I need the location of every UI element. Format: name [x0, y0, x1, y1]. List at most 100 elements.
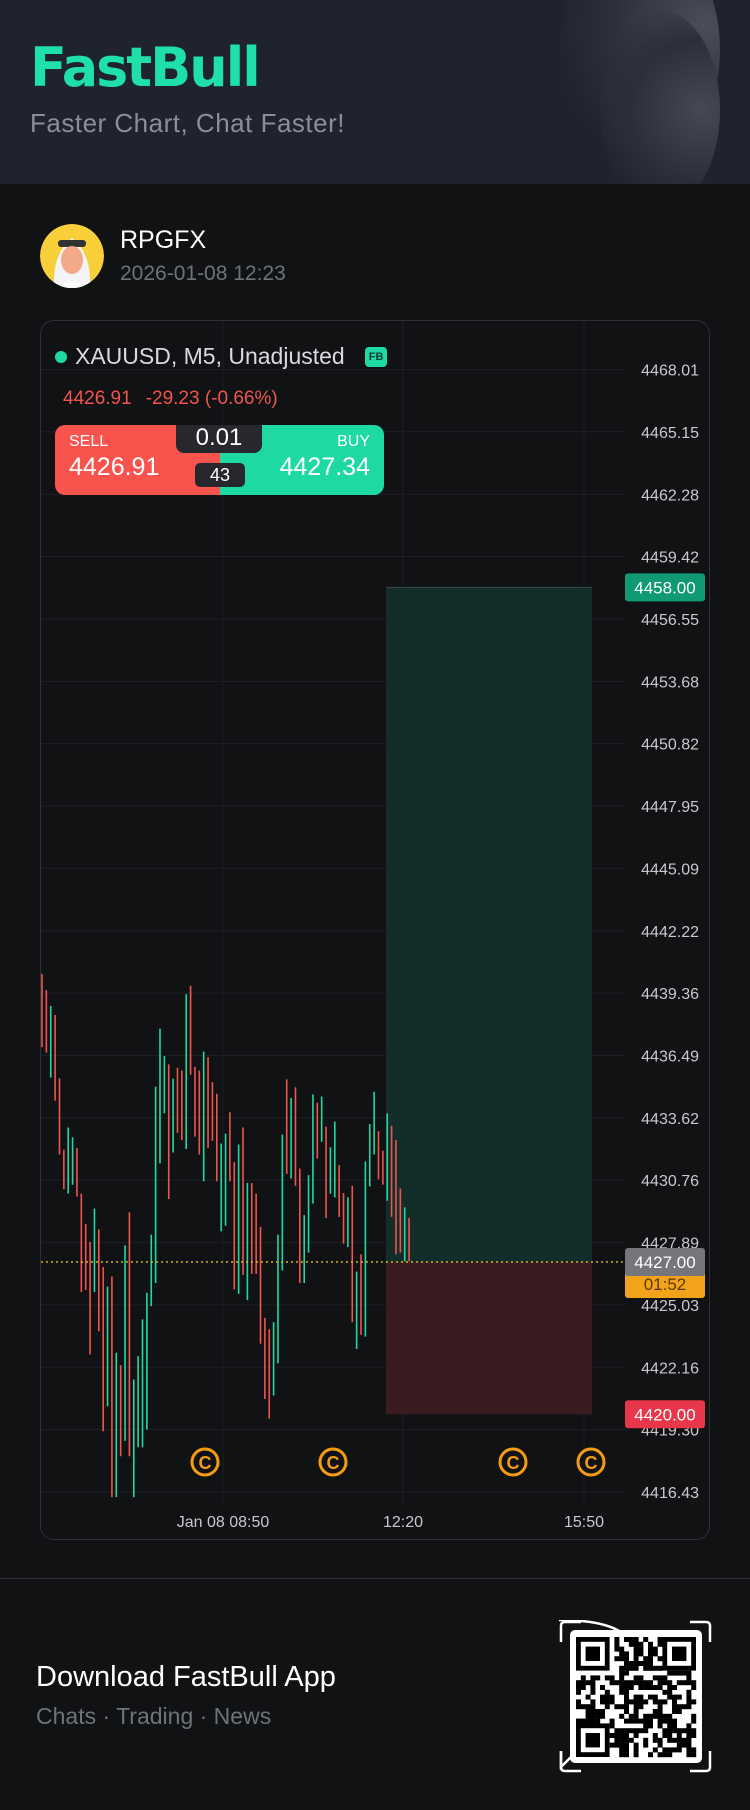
event-marker-icon: C — [507, 1453, 520, 1473]
qr-module — [619, 1704, 625, 1710]
qr-module — [662, 1680, 668, 1686]
qr-module — [686, 1752, 692, 1758]
event-marker-icon — [318, 1447, 348, 1477]
symbol-label: XAUUSD, M5, Unadjusted — [75, 343, 345, 369]
qr-module — [672, 1718, 677, 1724]
qr-module — [614, 1742, 620, 1748]
qr-module — [652, 1665, 658, 1671]
current-price-tag — [625, 1247, 705, 1276]
qr-module — [652, 1646, 658, 1652]
price-axis-label: 4425.03 — [641, 1298, 699, 1315]
qr-module — [667, 1685, 673, 1690]
qr-module — [619, 1742, 625, 1748]
price-axis-label: 4456.55 — [641, 612, 699, 629]
stop-loss-tag — [625, 1400, 705, 1429]
qr-module — [590, 1675, 596, 1681]
qr-module — [633, 1713, 639, 1719]
qr-module — [691, 1733, 697, 1738]
decorative-shape — [600, 10, 720, 184]
price-axis-label: 4447.95 — [641, 799, 699, 816]
qr-module — [576, 1718, 581, 1724]
qr-module — [686, 1680, 692, 1686]
qr-module — [624, 1694, 629, 1700]
qr-module — [657, 1723, 663, 1729]
download-subtitle: Chats · Trading · News — [36, 1703, 272, 1729]
qr-module — [638, 1685, 644, 1690]
qr-module — [628, 1685, 634, 1690]
qr-frame-corner — [559, 1751, 581, 1773]
qr-module — [672, 1747, 677, 1753]
avatar[interactable] — [40, 224, 104, 288]
qr-module — [686, 1737, 692, 1743]
qr-module — [633, 1646, 639, 1652]
qr-module — [628, 1728, 634, 1734]
qr-module — [576, 1680, 581, 1686]
qr-module — [580, 1718, 586, 1724]
qr-module — [691, 1728, 697, 1734]
username[interactable]: RPGFX — [120, 226, 207, 254]
qr-module — [614, 1737, 620, 1743]
qr-module — [633, 1656, 639, 1662]
qr-module — [672, 1704, 677, 1710]
qr-module — [672, 1694, 677, 1700]
qr-module — [676, 1737, 682, 1743]
qr-module — [624, 1661, 629, 1666]
qr-module — [580, 1675, 586, 1681]
qr-frame-corner — [559, 1620, 581, 1642]
buy-button[interactable]: BUY 4427.34 — [219, 425, 384, 495]
qr-module — [624, 1685, 629, 1690]
qr-module — [648, 1685, 653, 1690]
qr-module — [672, 1737, 677, 1743]
qr-module — [672, 1709, 677, 1714]
last-price: 4426.91 — [63, 388, 132, 409]
qr-module — [643, 1656, 649, 1662]
qr-module — [672, 1728, 677, 1734]
qr-module — [638, 1694, 644, 1700]
qr-module — [686, 1670, 692, 1676]
qr-finder — [585, 1733, 600, 1748]
qr-module — [604, 1704, 610, 1710]
tagline: Faster Chart, Chat Faster! — [30, 108, 345, 138]
price-axis-label: 4453.68 — [641, 674, 699, 691]
price-axis-label: 4459.42 — [641, 549, 699, 566]
qr-module — [662, 1718, 668, 1724]
qr-module — [643, 1718, 649, 1724]
qr-module — [652, 1737, 658, 1743]
qr-module — [633, 1665, 639, 1671]
qr-module — [609, 1733, 615, 1738]
time-axis-label: 15:50 — [564, 1514, 604, 1531]
qr-module — [614, 1704, 620, 1710]
qr-module — [619, 1680, 625, 1686]
qr-module — [691, 1699, 697, 1705]
qr-module — [619, 1670, 625, 1676]
qr-module — [652, 1733, 658, 1738]
qr-module — [609, 1680, 615, 1686]
price-axis-label: 4439.36 — [641, 986, 699, 1003]
qr-module — [667, 1670, 673, 1676]
qr-module — [624, 1737, 629, 1743]
buy-price: 4427.34 — [279, 453, 370, 481]
price-chart[interactable]: 4468.01 4465.15 4462.28 4459.42 4456.55 4453.… — [41, 321, 710, 1540]
event-marker-icon: C — [199, 1453, 212, 1473]
qr-module — [657, 1675, 663, 1681]
qr-module — [600, 1709, 605, 1714]
status-dot-icon — [55, 350, 67, 363]
chart-card[interactable]: 4468.01 4465.15 4462.28 4459.42 4456.55 4453.… — [40, 320, 710, 1540]
qr-module — [648, 1713, 653, 1719]
time-axis-label: 12:20 — [383, 1514, 423, 1531]
qr-module — [667, 1728, 673, 1734]
download-title: Download FastBull App — [36, 1661, 336, 1693]
qr-module — [624, 1704, 629, 1710]
qr-module — [633, 1704, 639, 1710]
qr-module — [609, 1742, 615, 1748]
qr-module — [676, 1742, 682, 1748]
qr-module — [624, 1733, 629, 1738]
qr-module — [638, 1699, 644, 1705]
qr-code[interactable] — [559, 1620, 712, 1773]
qr-module — [576, 1689, 581, 1695]
lot-size-input[interactable]: 0.01 — [176, 425, 262, 453]
qr-module — [667, 1737, 673, 1743]
qr-module — [643, 1737, 649, 1743]
qr-module — [648, 1646, 653, 1652]
qr-frame-corner — [690, 1620, 712, 1642]
